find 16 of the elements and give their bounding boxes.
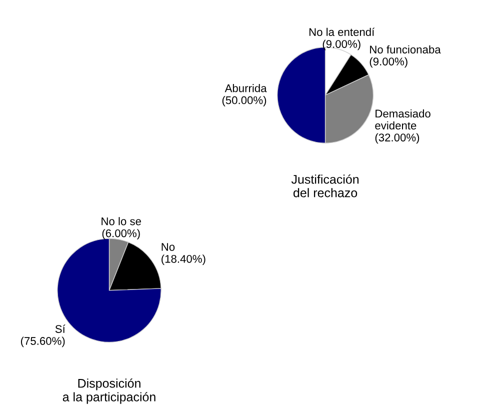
data-label: (6.00%) [102, 229, 140, 240]
slice-label: Aburrida [224, 84, 267, 92]
slice-label: No la entendí [309, 28, 375, 36]
data-label: (75.60%) [20, 336, 65, 348]
slice-label: No [162, 243, 175, 251]
data-label: (18.40%) [162, 254, 206, 266]
slice-label: Demasiado evidente [375, 109, 430, 130]
slice-label: No funcionaba [370, 45, 441, 54]
data-label: (9.00%) [322, 40, 360, 50]
data-label: (9.00%) [370, 57, 408, 68]
slice-label: No lo se [102, 217, 141, 226]
data-label: (50.00%) [222, 96, 266, 106]
data-label: (32.00%) [375, 133, 420, 144]
text: Disposición a la participación [62, 378, 156, 404]
slice-label: Sí [55, 324, 66, 333]
text: Justificación del rechazo [291, 174, 359, 198]
